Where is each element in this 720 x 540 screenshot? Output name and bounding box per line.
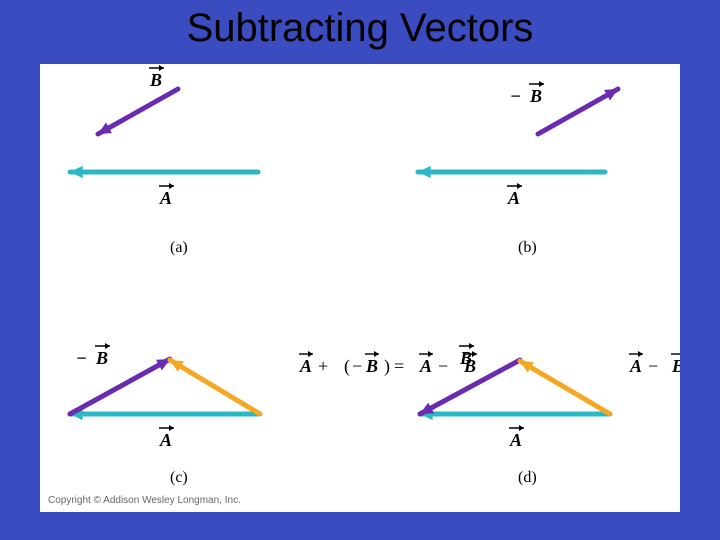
caption-text: (c)	[170, 469, 188, 486]
svg-text:−: −	[438, 356, 448, 376]
slide-title: Subtracting Vectors	[0, 0, 720, 53]
svg-text:A: A	[629, 356, 642, 376]
vector-label: A	[509, 425, 524, 450]
svg-text:B: B	[459, 348, 472, 368]
svg-text:−: −	[352, 356, 362, 376]
svg-text:−: −	[648, 356, 658, 376]
svg-text:A: A	[159, 430, 172, 450]
svg-text:B: B	[529, 86, 542, 106]
svg-text:+: +	[318, 356, 328, 376]
caption-text: (b)	[518, 239, 537, 256]
svg-text:B: B	[95, 348, 108, 368]
vector-label: B	[459, 343, 474, 368]
svg-text:=: =	[394, 356, 404, 376]
caption-text: (d)	[518, 469, 537, 486]
vector-label: A	[159, 425, 174, 450]
svg-text:A: A	[507, 188, 520, 208]
vector-label: B	[149, 65, 164, 90]
vector-label: A	[507, 183, 522, 208]
svg-text:A: A	[159, 188, 172, 208]
svg-text:B: B	[365, 356, 378, 376]
svg-text:A: A	[419, 356, 432, 376]
svg-text:B: B	[149, 70, 162, 90]
svg-text:A: A	[509, 430, 522, 450]
svg-text:(: (	[344, 356, 350, 377]
svg-text:A: A	[299, 356, 312, 376]
caption-text: (a)	[170, 239, 188, 256]
svg-text:): )	[384, 356, 390, 377]
svg-text:−: −	[76, 348, 87, 368]
svg-text:B: B	[671, 356, 680, 376]
figure-bg	[40, 64, 680, 512]
vectors-diagram: BA(a)− BA(b)A− B(c)A + (−B) = A − BAB(d)…	[40, 64, 680, 512]
vector-label: A	[159, 183, 174, 208]
svg-text:−: −	[510, 86, 521, 106]
copyright-text: Copyright © Addison Wesley Longman, Inc.	[48, 495, 241, 506]
figure-container: BA(a)− BA(b)A− B(c)A + (−B) = A − BAB(d)…	[40, 64, 680, 512]
